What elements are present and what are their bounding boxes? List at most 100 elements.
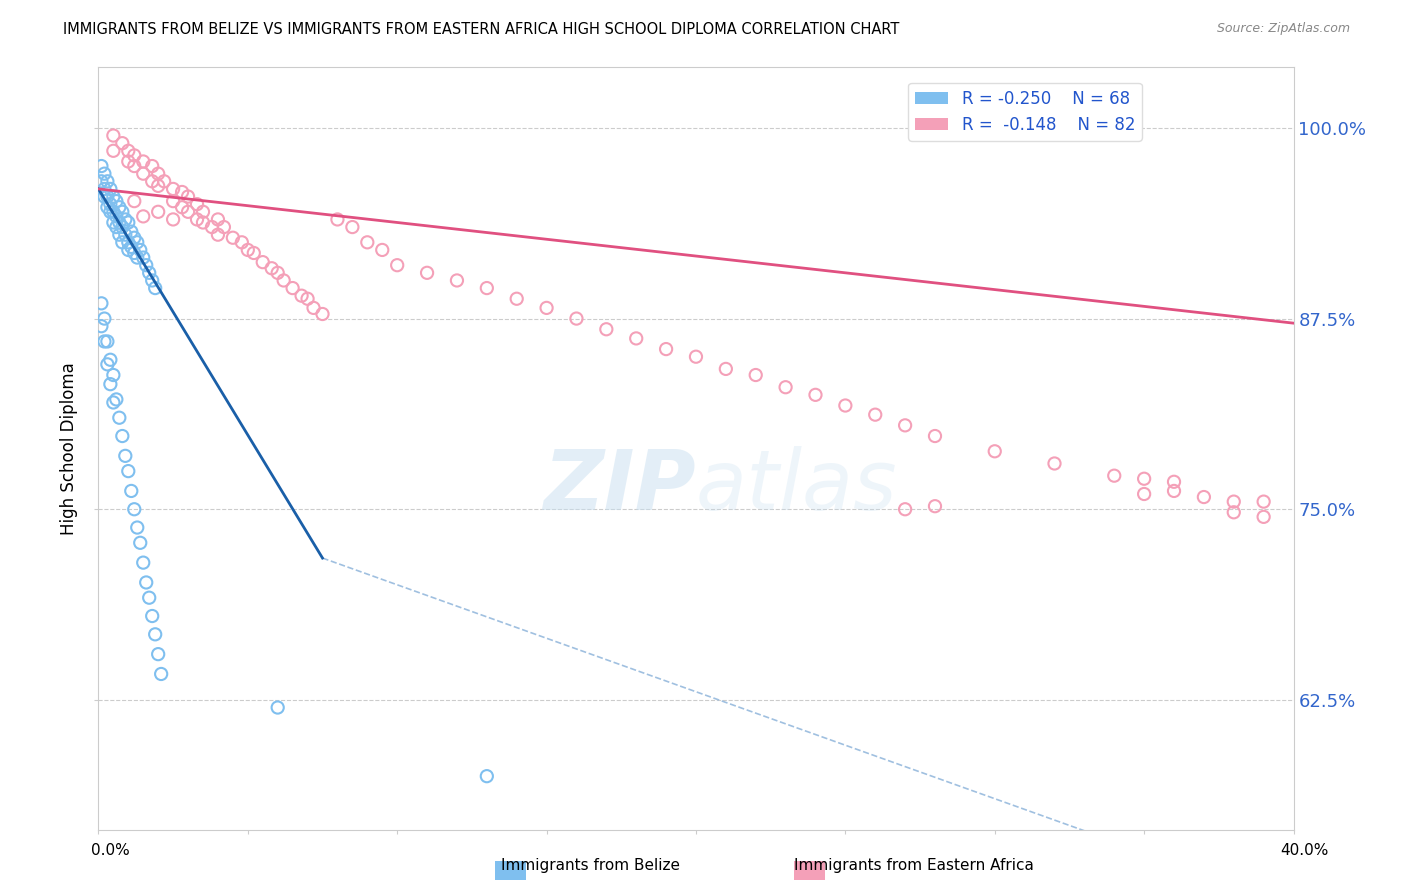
Text: Immigrants from Belize: Immigrants from Belize [501,858,681,872]
Y-axis label: High School Diploma: High School Diploma [60,362,79,534]
Point [98,352,122,367]
Point [243,246,266,260]
Point [385,258,409,272]
Point [111,136,134,151]
Point [111,429,134,443]
Point [148,647,170,661]
Point [141,609,163,624]
Point [108,410,131,425]
Point [138,266,160,280]
Point [1133,472,1156,486]
Point [141,159,163,173]
Point [207,212,229,227]
Point [132,154,155,169]
Point [186,212,208,227]
Point [120,225,142,239]
Point [416,266,439,280]
Point [655,342,678,356]
Point [103,215,125,229]
Point [291,289,314,303]
Point [172,185,194,199]
Point [302,301,325,315]
Point [103,128,125,143]
Point [506,292,529,306]
Point [1133,487,1156,501]
Point [1163,475,1185,489]
Point [201,220,224,235]
Point [117,215,139,229]
Point [150,667,173,681]
Point [143,627,166,641]
Text: atlas: atlas [696,446,897,527]
Point [108,227,131,242]
Point [148,178,170,193]
Point [105,392,128,407]
Point [685,350,707,364]
Point [162,212,184,227]
Point [475,769,498,783]
Point [114,227,136,242]
Point [111,235,134,250]
Point [1223,505,1246,519]
Point [103,395,125,409]
Point [138,591,160,605]
Point [212,220,235,235]
Point [148,167,170,181]
Point [96,189,118,203]
Point [108,215,131,229]
Point [117,243,139,257]
Point [105,210,128,224]
Point [103,204,125,219]
Point [356,235,378,250]
Point [103,368,125,382]
Point [267,266,290,280]
Point [148,204,170,219]
Point [127,251,149,265]
Point [626,331,648,345]
Point [93,311,115,326]
Point [103,144,125,158]
Point [191,204,214,219]
Text: ZIP: ZIP [543,446,696,527]
Point [984,444,1007,458]
Text: Source: ZipAtlas.com: Source: ZipAtlas.com [1216,22,1350,36]
Point [894,418,917,433]
Point [124,159,146,173]
Text: 40.0%: 40.0% [1281,843,1329,857]
Point [273,273,295,287]
Point [111,204,134,219]
Point [1043,457,1066,471]
Point [1104,468,1126,483]
Point [90,296,112,310]
Point [153,174,176,188]
Point [745,368,768,382]
Point [565,311,588,326]
Point [231,235,253,250]
Point [120,240,142,254]
Point [93,182,115,196]
Point [177,189,200,203]
Point [120,483,142,498]
Point [475,281,498,295]
Point [132,556,155,570]
Point [96,174,118,188]
Point [90,319,112,334]
Point [207,227,229,242]
Point [311,307,333,321]
Text: Immigrants from Eastern Africa: Immigrants from Eastern Africa [794,858,1033,872]
Point [129,536,152,550]
Text: 0.0%: 0.0% [91,843,131,857]
Point [1163,483,1185,498]
Point [96,334,118,349]
Point [1253,494,1275,508]
Point [162,194,184,208]
Point [775,380,797,394]
Point [90,159,112,173]
Point [103,189,125,203]
Point [834,399,856,413]
Point [135,258,157,272]
Point [111,220,134,235]
Point [129,243,152,257]
Point [141,273,163,287]
Point [132,210,155,224]
